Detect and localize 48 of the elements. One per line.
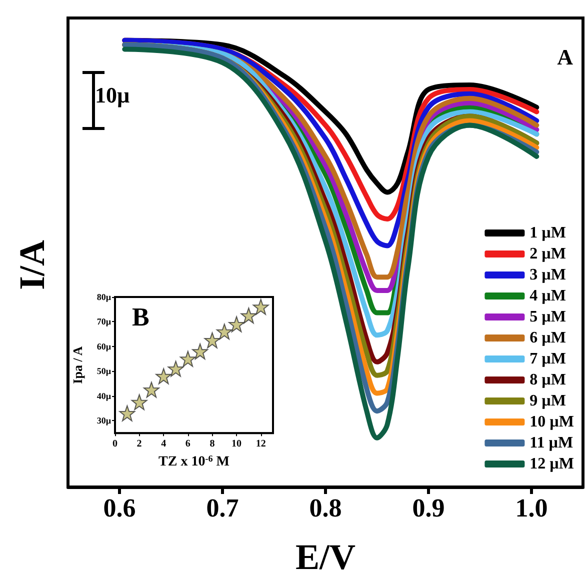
x-tick-label: 0: [112, 438, 118, 450]
legend-label: 3 µM: [530, 266, 566, 284]
annotation: A: [557, 44, 574, 70]
legend-label: 1 µM: [530, 224, 566, 242]
x-tick-label: 2: [136, 438, 142, 450]
x-tick-label: 12: [256, 438, 266, 450]
legend-label: 2 µM: [530, 246, 566, 262]
point: [168, 360, 184, 377]
x-tick-label: 6: [185, 438, 190, 450]
legend-label: 9 µM: [530, 392, 566, 410]
annotation: B: [132, 302, 150, 332]
x-tick-label: 0.6: [103, 494, 136, 522]
y-axis-title: I/A: [12, 240, 52, 290]
y-axis-title: Ipa / A: [70, 346, 85, 384]
point: [252, 298, 269, 315]
x-tick-label: 0.8: [309, 494, 342, 522]
point: [119, 405, 136, 422]
legend-label: 12 µM: [530, 456, 574, 472]
point: [228, 316, 245, 332]
y-tick-label: 40µ: [96, 390, 112, 401]
y-tick-label: 60µ: [96, 341, 112, 352]
x-tick-label: 4: [161, 438, 166, 450]
y-tick-label: 50µ: [96, 366, 112, 376]
legend-label: 5 µM: [530, 308, 566, 326]
y-tick-label: 70µ: [96, 316, 112, 327]
x-axis-title: E/V: [295, 537, 356, 577]
x-tick-label: 8: [210, 438, 215, 450]
point: [216, 324, 232, 340]
x-tick-label: 10: [232, 438, 242, 450]
x-tick-label: 0.7: [206, 494, 239, 522]
point: [240, 308, 257, 324]
x-tick-label: 1.0: [515, 494, 548, 522]
y-tick-label: 30µ: [96, 416, 112, 426]
x-tick-label: 0.9: [412, 494, 445, 522]
legend-label: 10 µM: [530, 414, 574, 430]
point: [180, 350, 196, 367]
point: [156, 368, 172, 384]
point: [143, 382, 160, 398]
point: [131, 394, 148, 410]
annotation: 10µ: [95, 82, 130, 108]
y-tick-label: 80µ: [96, 292, 112, 302]
legend-label: 7 µM: [530, 350, 566, 368]
point: [204, 332, 220, 348]
legend-label: 4 µM: [530, 288, 566, 304]
legend-label: 11 µM: [530, 434, 574, 452]
legend-label: 6 µM: [530, 330, 566, 346]
legend-label: 8 µM: [530, 372, 566, 388]
point: [192, 343, 208, 360]
